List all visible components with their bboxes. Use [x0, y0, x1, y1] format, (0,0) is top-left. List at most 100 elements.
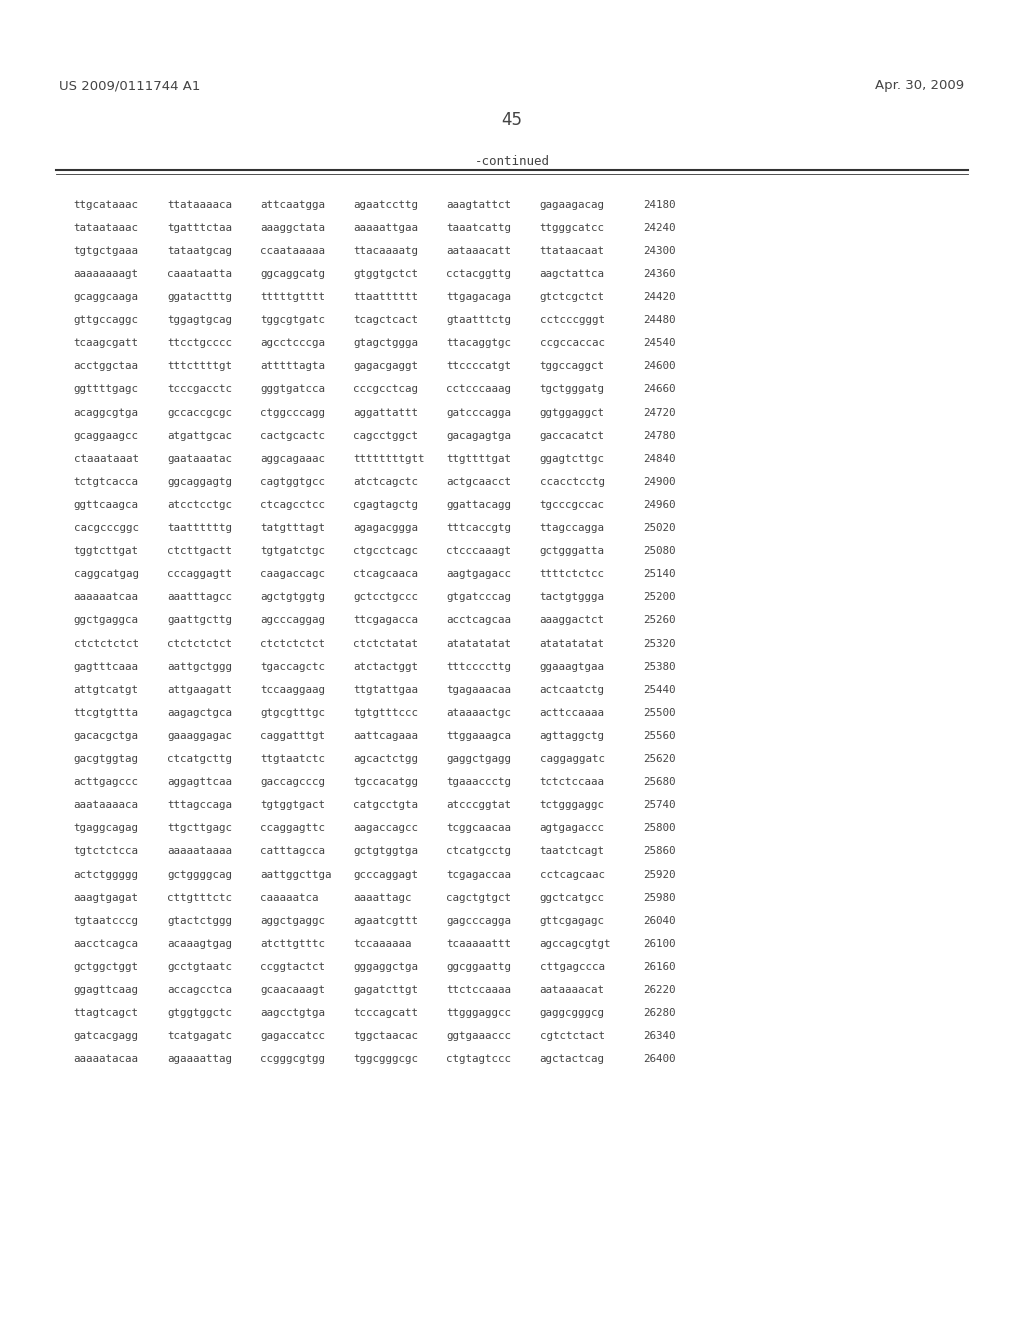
Text: aagcctgtga: aagcctgtga	[260, 1008, 325, 1018]
Text: ttataacaat: ttataacaat	[540, 246, 604, 256]
Text: tgaggcagag: tgaggcagag	[74, 824, 138, 833]
Text: ctcatgcctg: ctcatgcctg	[446, 846, 511, 857]
Text: agcactctgg: agcactctgg	[353, 754, 418, 764]
Text: gacgtggtag: gacgtggtag	[74, 754, 138, 764]
Text: 24180: 24180	[643, 199, 676, 210]
Text: 26160: 26160	[643, 962, 676, 972]
Text: ggttcaagca: ggttcaagca	[74, 500, 138, 510]
Text: 25260: 25260	[643, 615, 676, 626]
Text: tgtgtttccc: tgtgtttccc	[353, 708, 418, 718]
Text: 26100: 26100	[643, 939, 676, 949]
Text: atcctcctgc: atcctcctgc	[167, 500, 231, 510]
Text: agtgagaccc: agtgagaccc	[540, 824, 604, 833]
Text: atatatatat: atatatatat	[540, 639, 604, 648]
Text: tgaaaccctg: tgaaaccctg	[446, 777, 511, 787]
Text: ggagtcttgc: ggagtcttgc	[540, 454, 604, 463]
Text: ttgggcatcc: ttgggcatcc	[540, 223, 604, 232]
Text: gctcctgccc: gctcctgccc	[353, 593, 418, 602]
Text: tttcttttgt: tttcttttgt	[167, 362, 231, 371]
Text: tgtaatcccg: tgtaatcccg	[74, 916, 138, 925]
Text: gatcccagga: gatcccagga	[446, 408, 511, 417]
Text: tgtggtgact: tgtggtgact	[260, 800, 325, 810]
Text: gagacgaggt: gagacgaggt	[353, 362, 418, 371]
Text: tgatttctaa: tgatttctaa	[167, 223, 231, 232]
Text: gatcacgagg: gatcacgagg	[74, 1031, 138, 1041]
Text: tttttgtttt: tttttgtttt	[260, 292, 325, 302]
Text: aaaggctata: aaaggctata	[260, 223, 325, 232]
Text: gtgatcccag: gtgatcccag	[446, 593, 511, 602]
Text: ggatactttg: ggatactttg	[167, 292, 231, 302]
Text: gttcgagagc: gttcgagagc	[540, 916, 604, 925]
Text: gctgggatta: gctgggatta	[540, 546, 604, 556]
Text: ttgcttgagc: ttgcttgagc	[167, 824, 231, 833]
Text: 25740: 25740	[643, 800, 676, 810]
Text: tgccacatgg: tgccacatgg	[353, 777, 418, 787]
Text: tcccgacctc: tcccgacctc	[167, 384, 231, 395]
Text: tgtgctgaaa: tgtgctgaaa	[74, 246, 138, 256]
Text: catgcctgta: catgcctgta	[353, 800, 418, 810]
Text: cacgcccggc: cacgcccggc	[74, 523, 138, 533]
Text: 24540: 24540	[643, 338, 676, 348]
Text: 24840: 24840	[643, 454, 676, 463]
Text: tctgtcacca: tctgtcacca	[74, 477, 138, 487]
Text: gagaagacag: gagaagacag	[540, 199, 604, 210]
Text: ttagccagga: ttagccagga	[540, 523, 604, 533]
Text: gacacgctga: gacacgctga	[74, 731, 138, 741]
Text: tcagctcact: tcagctcact	[353, 315, 418, 325]
Text: gagtttcaaa: gagtttcaaa	[74, 661, 138, 672]
Text: 25620: 25620	[643, 754, 676, 764]
Text: aaaaatacaa: aaaaatacaa	[74, 1055, 138, 1064]
Text: ttgtattgaa: ttgtattgaa	[353, 685, 418, 694]
Text: ccgccaccac: ccgccaccac	[540, 338, 604, 348]
Text: ctctctctct: ctctctctct	[74, 639, 138, 648]
Text: ggtggaggct: ggtggaggct	[540, 408, 604, 417]
Text: aattcagaaa: aattcagaaa	[353, 731, 418, 741]
Text: ggctcatgcc: ggctcatgcc	[540, 892, 604, 903]
Text: acttccaaaa: acttccaaaa	[540, 708, 604, 718]
Text: cccaggagtt: cccaggagtt	[167, 569, 231, 579]
Text: aattggcttga: aattggcttga	[260, 870, 332, 879]
Text: agcccaggag: agcccaggag	[260, 615, 325, 626]
Text: atttttagta: atttttagta	[260, 362, 325, 371]
Text: tgtgatctgc: tgtgatctgc	[260, 546, 325, 556]
Text: 26220: 26220	[643, 985, 676, 995]
Text: tgaccagctc: tgaccagctc	[260, 661, 325, 672]
Text: -continued: -continued	[474, 154, 550, 168]
Text: acaggcgtga: acaggcgtga	[74, 408, 138, 417]
Text: US 2009/0111744 A1: US 2009/0111744 A1	[59, 79, 201, 92]
Text: ttttttttgtt: ttttttttgtt	[353, 454, 425, 463]
Text: aaagtattct: aaagtattct	[446, 199, 511, 210]
Text: gtactctggg: gtactctggg	[167, 916, 231, 925]
Text: ctcagcctcc: ctcagcctcc	[260, 500, 325, 510]
Text: agctgtggtg: agctgtggtg	[260, 593, 325, 602]
Text: tactgtggga: tactgtggga	[540, 593, 604, 602]
Text: actgcaacct: actgcaacct	[446, 477, 511, 487]
Text: tgcccgccac: tgcccgccac	[540, 500, 604, 510]
Text: aggattattt: aggattattt	[353, 408, 418, 417]
Text: ctctctctct: ctctctctct	[167, 639, 231, 648]
Text: attgaagatt: attgaagatt	[167, 685, 231, 694]
Text: 24720: 24720	[643, 408, 676, 417]
Text: tggcgggcgc: tggcgggcgc	[353, 1055, 418, 1064]
Text: 24660: 24660	[643, 384, 676, 395]
Text: ggtgaaaccc: ggtgaaaccc	[446, 1031, 511, 1041]
Text: aaaaataaaa: aaaaataaaa	[167, 846, 231, 857]
Text: 45: 45	[502, 111, 522, 129]
Text: cttgtttctc: cttgtttctc	[167, 892, 231, 903]
Text: tggctaacac: tggctaacac	[353, 1031, 418, 1041]
Text: taaatcattg: taaatcattg	[446, 223, 511, 232]
Text: tggcgtgatc: tggcgtgatc	[260, 315, 325, 325]
Text: aaagtgagat: aaagtgagat	[74, 892, 138, 903]
Text: ctcatgcttg: ctcatgcttg	[167, 754, 231, 764]
Text: agaatccttg: agaatccttg	[353, 199, 418, 210]
Text: aggcagaaac: aggcagaaac	[260, 454, 325, 463]
Text: 24420: 24420	[643, 292, 676, 302]
Text: caggaggatc: caggaggatc	[540, 754, 604, 764]
Text: ttcgtgttta: ttcgtgttta	[74, 708, 138, 718]
Text: cagtggtgcc: cagtggtgcc	[260, 477, 325, 487]
Text: agccagcgtgt: agccagcgtgt	[540, 939, 611, 949]
Text: ttacaaaatg: ttacaaaatg	[353, 246, 418, 256]
Text: gtgcgtttgc: gtgcgtttgc	[260, 708, 325, 718]
Text: 24480: 24480	[643, 315, 676, 325]
Text: caaaaatca: caaaaatca	[260, 892, 318, 903]
